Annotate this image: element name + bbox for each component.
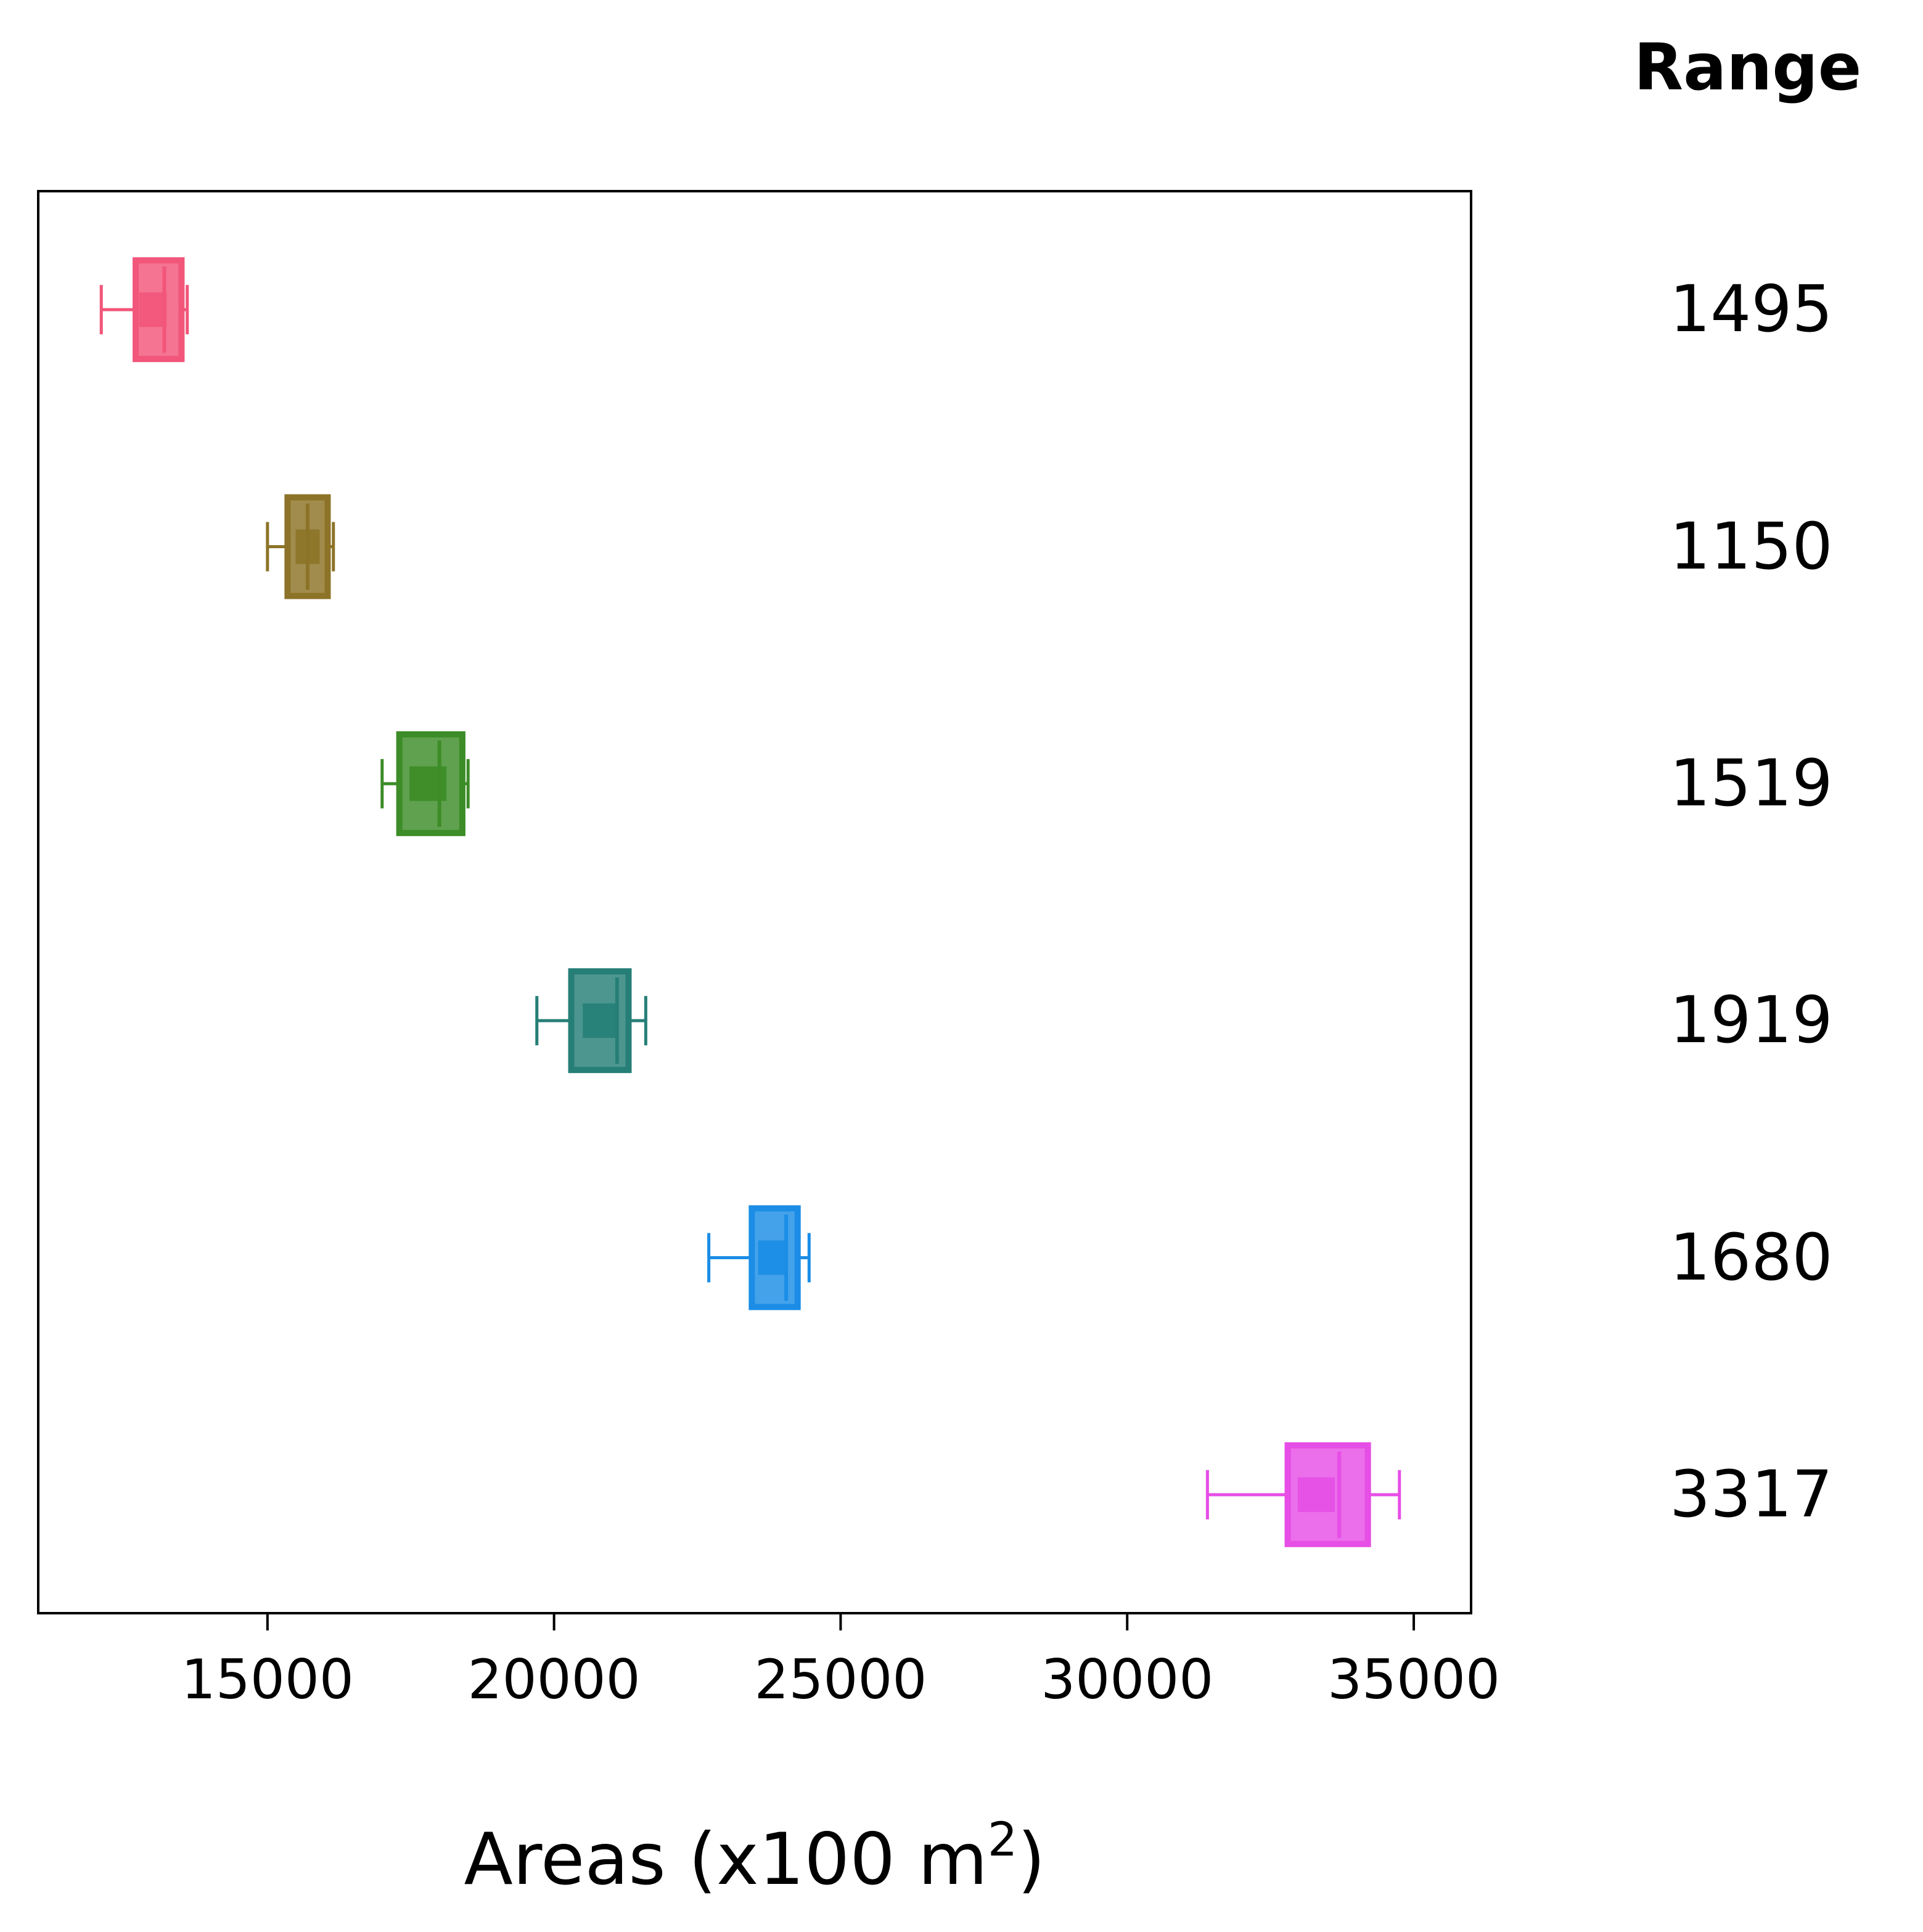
range-header: Range xyxy=(1634,30,1862,105)
range-value: 1919 xyxy=(1670,982,1833,1058)
mean-marker xyxy=(139,292,167,327)
range-value: 1495 xyxy=(1670,271,1833,347)
range-value: 1680 xyxy=(1670,1219,1833,1295)
x-tick-label: 15000 xyxy=(181,1648,354,1711)
plot-frame xyxy=(37,190,1472,1614)
range-value: 1519 xyxy=(1670,745,1833,821)
x-tick-label: 20000 xyxy=(468,1648,641,1711)
range-value: 1150 xyxy=(1670,508,1833,584)
mean-marker xyxy=(1298,1477,1335,1512)
x-tick-label: 30000 xyxy=(1041,1648,1213,1711)
x-tick-label: 35000 xyxy=(1327,1648,1500,1711)
range-value: 3317 xyxy=(1670,1456,1833,1532)
x-axis-label: Areas (x100 m2) xyxy=(464,1812,1045,1901)
x-tick-label: 25000 xyxy=(754,1648,927,1711)
mean-marker xyxy=(583,1003,617,1038)
mean-marker xyxy=(758,1240,786,1275)
